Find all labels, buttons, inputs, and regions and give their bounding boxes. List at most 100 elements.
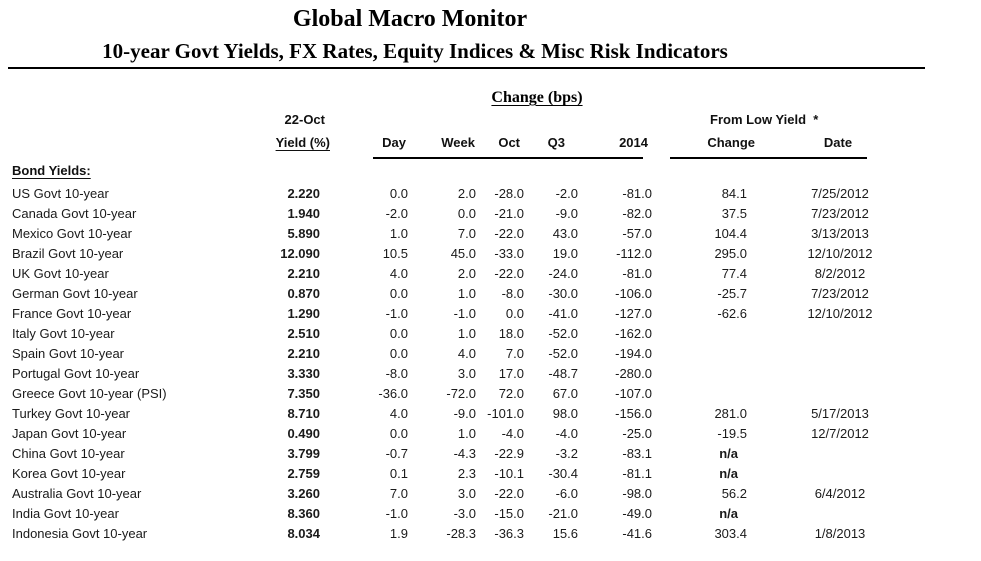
cell-country-label: France Govt 10-year [12, 306, 132, 321]
cell-change-day: 0.1 [389, 466, 408, 481]
table-row: Mexico Govt 10-year 5.890 1.0 7.0 -22.0 … [12, 224, 945, 244]
cell-yield: 8.034 [287, 526, 320, 541]
cell-from-low-date [747, 464, 933, 484]
from-low-group-underline [670, 157, 867, 159]
cell-country-label: India Govt 10-year [12, 506, 119, 521]
cell-yield: 1.940 [287, 206, 320, 221]
cell-change-2014: -127.0 [615, 306, 652, 321]
table-row: Greece Govt 10-year (PSI) 7.350 -36.0 -7… [12, 384, 945, 404]
table-row: China Govt 10-year 3.799 -0.7 -4.3 -22.9… [12, 444, 945, 464]
cell-change-week: -4.3 [453, 446, 476, 461]
cell-change-oct: -101.0 [487, 406, 524, 421]
cell-yield: 2.210 [287, 266, 320, 281]
cell-from-low-change [652, 364, 747, 384]
cell-country-label: Italy Govt 10-year [12, 326, 115, 341]
cell-change-q3: -9.0 [555, 206, 578, 221]
table-row: Italy Govt 10-year 2.510 0.0 1.0 18.0 -5… [12, 324, 945, 344]
cell-yield: 2.510 [287, 326, 320, 341]
cell-from-low-date: 7/23/2012 [811, 286, 869, 301]
cell-country-label: German Govt 10-year [12, 286, 138, 301]
cell-change-week: 7.0 [457, 226, 476, 241]
cell-change-day: 4.0 [389, 266, 408, 281]
cell-change-q3: -30.4 [548, 466, 578, 481]
cell-change-q3: -48.7 [548, 366, 578, 381]
cell-change-q3: -4.0 [555, 426, 578, 441]
cell-from-low-date: 8/2/2012 [814, 266, 866, 281]
cell-change-week: -9.0 [453, 406, 476, 421]
cell-change-day: 7.0 [389, 486, 408, 501]
cell-change-week: -72.0 [446, 386, 476, 401]
cell-change-day: 0.0 [389, 286, 408, 301]
cell-from-low-change [652, 324, 747, 344]
cell-country-label: US Govt 10-year [12, 186, 109, 201]
table-row: Korea Govt 10-year 2.759 0.1 2.3 -10.1 -… [12, 464, 945, 484]
cell-from-low-change: -19.5 [717, 426, 747, 441]
cell-from-low-date [747, 324, 933, 344]
cell-change-2014: -98.0 [622, 486, 652, 501]
cell-change-week: 4.0 [457, 346, 476, 361]
col-header-2014: 2014 [619, 135, 648, 150]
cell-from-low-change: n/a [719, 506, 738, 521]
cell-from-low-change: n/a [719, 446, 738, 461]
cell-change-2014: -81.0 [622, 186, 652, 201]
cell-from-low-change [652, 384, 747, 404]
cell-yield: 3.799 [287, 446, 320, 461]
report-subtitle: 10-year Govt Yields, FX Rates, Equity In… [102, 39, 728, 63]
cell-from-low-change [652, 344, 747, 364]
cell-change-day: 0.0 [389, 426, 408, 441]
cell-from-low-date: 3/13/2013 [811, 226, 869, 241]
cell-change-day: -1.0 [385, 306, 408, 321]
cell-change-oct: 17.0 [498, 366, 524, 381]
col-header-change: Change [707, 135, 755, 150]
cell-from-low-date: 12/10/2012 [807, 306, 873, 321]
cell-change-2014: -112.0 [616, 246, 652, 261]
cell-change-q3: -3.2 [555, 446, 578, 461]
cell-change-week: 2.0 [457, 186, 476, 201]
cell-change-q3: 67.0 [552, 386, 578, 401]
cell-from-low-date [747, 344, 933, 364]
cell-yield: 2.759 [287, 466, 320, 481]
cell-change-2014: -82.0 [622, 206, 652, 221]
cell-change-day: 1.9 [389, 526, 408, 541]
cell-change-day: -0.7 [385, 446, 408, 461]
bond-yields-table: US Govt 10-year 2.220 0.0 2.0 -28.0 -2.0… [12, 184, 945, 544]
cell-change-oct: 0.0 [505, 306, 524, 321]
cell-change-q3: 98.0 [552, 406, 578, 421]
cell-from-low-date: 12/7/2012 [811, 426, 869, 441]
cell-from-low-change: 281.0 [714, 406, 747, 421]
cell-yield: 3.260 [287, 486, 320, 501]
table-row: US Govt 10-year 2.220 0.0 2.0 -28.0 -2.0… [12, 184, 945, 204]
cell-change-day: 10.5 [382, 246, 408, 261]
from-low-yield-group-header: From Low Yield * [710, 112, 819, 127]
cell-yield: 2.210 [287, 346, 320, 361]
cell-change-q3: -52.0 [548, 326, 578, 341]
cell-change-q3: -30.0 [548, 286, 578, 301]
cell-change-oct: -8.0 [501, 286, 524, 301]
cell-change-week: -28.3 [446, 526, 476, 541]
cell-change-2014: -25.0 [622, 426, 652, 441]
table-row: Brazil Govt 10-year 12.090 10.5 45.0 -33… [12, 244, 945, 264]
cell-from-low-change: n/a [719, 466, 738, 481]
cell-change-week: 3.0 [457, 486, 476, 501]
cell-change-week: -3.0 [453, 506, 476, 521]
table-row: India Govt 10-year 8.360 -1.0 -3.0 -15.0… [12, 504, 945, 524]
cell-country-label: Japan Govt 10-year [12, 426, 127, 441]
table-row: Indonesia Govt 10-year 8.034 1.9 -28.3 -… [12, 524, 945, 544]
cell-from-low-date [747, 444, 933, 464]
cell-change-week: 45.0 [450, 246, 476, 261]
cell-country-label: Portugal Govt 10-year [12, 366, 140, 381]
cell-change-week: 1.0 [457, 426, 476, 441]
cell-yield: 0.870 [287, 286, 320, 301]
col-header-date: Date [823, 135, 853, 150]
cell-from-low-change: 37.5 [721, 206, 747, 221]
cell-from-low-change: 77.4 [721, 266, 747, 281]
cell-from-low-date: 12/10/2012 [807, 246, 873, 261]
table-row: German Govt 10-year 0.870 0.0 1.0 -8.0 -… [12, 284, 945, 304]
cell-change-oct: -28.0 [494, 186, 524, 201]
cell-from-low-change: 303.4 [714, 526, 747, 541]
cell-change-2014: -49.0 [622, 506, 652, 521]
cell-change-day: 0.0 [389, 186, 408, 201]
cell-from-low-date: 7/25/2012 [811, 186, 869, 201]
cell-from-low-date: 7/23/2012 [811, 206, 869, 221]
